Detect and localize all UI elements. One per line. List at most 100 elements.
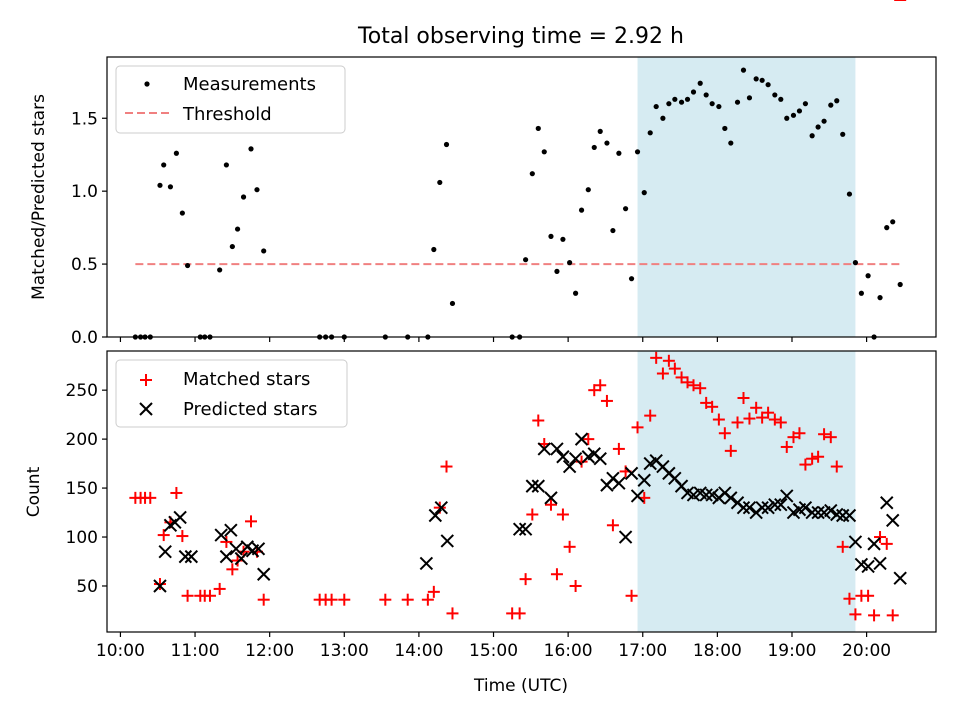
predicted-star-point: [593, 451, 607, 466]
measurement-point: [815, 124, 821, 130]
measurement-point: [173, 150, 179, 156]
measurement-point: [604, 140, 610, 146]
matched-star-point: [762, 406, 775, 419]
predicted-star-point: [158, 545, 172, 559]
predicted-star-point: [736, 500, 751, 515]
predicted-star-point: [229, 542, 243, 556]
measurement-point: [740, 67, 747, 73]
predicted-star-point: [419, 556, 434, 571]
measurement-point: [529, 171, 535, 177]
matched-star-point: [712, 413, 725, 426]
y-tick-label: 0.0: [71, 328, 98, 348]
measurement-point: [431, 246, 437, 253]
measurement-point: [161, 162, 167, 168]
predicted-star-point: [550, 442, 564, 456]
matched-star-point: [532, 414, 545, 427]
measurement-point: [809, 133, 815, 139]
predicted-star-point: [518, 522, 533, 536]
predicted-star-point: [537, 442, 551, 456]
bottom-matched-points: [129, 0, 907, 622]
measurement-point: [567, 260, 573, 266]
matched-star-point: [153, 578, 166, 591]
measurement-point: [790, 112, 797, 118]
predicted-star-point: [153, 579, 167, 593]
matched-star-point: [862, 589, 875, 602]
predicted-star-point: [224, 523, 238, 537]
figure-title: Total observing time = 2.92 h: [357, 24, 684, 49]
predicted-star-point: [755, 500, 769, 515]
measurement-point: [610, 227, 616, 234]
measurement-point: [541, 149, 547, 155]
predicted-star-point: [893, 571, 907, 585]
predicted-star-point: [525, 479, 540, 493]
matched-star-point: [226, 563, 239, 576]
measurement-point: [523, 257, 529, 263]
measurement-point: [728, 140, 734, 146]
predicted-star-point: [811, 505, 825, 520]
bottom-predicted-points: [153, 432, 907, 593]
y-tick-label: 200: [66, 430, 98, 450]
y-tick-label: 50: [76, 577, 98, 597]
predicted-star-point: [568, 451, 583, 466]
measurement-point: [443, 141, 450, 148]
bottom-legend: Matched stars Predicted stars: [115, 359, 348, 428]
measurement-point: [248, 146, 254, 152]
measurement-point: [653, 103, 659, 110]
measurement-point: [834, 98, 840, 104]
predicted-star-point: [848, 535, 863, 549]
top-legend: Measurements Threshold: [115, 65, 346, 134]
predicted-star-point: [742, 500, 757, 515]
measurement-point: [261, 248, 267, 254]
legend-marker-predicted-stars: [139, 402, 153, 416]
measurement-point: [784, 115, 790, 121]
measurement-point: [697, 80, 703, 86]
measurement-point: [684, 96, 691, 102]
measurement-point: [240, 194, 247, 200]
x-tick-label: 18:00: [693, 641, 742, 661]
predicted-star-point: [768, 498, 782, 512]
matched-star-point: [544, 498, 557, 511]
matched-star-point: [750, 401, 763, 414]
measurement-point: [890, 219, 896, 225]
matched-star-point: [594, 379, 607, 392]
measurement-point: [535, 125, 541, 132]
matched-star-point: [868, 609, 881, 622]
measurement-point: [634, 149, 641, 155]
predicted-star-point: [219, 549, 234, 564]
predicted-star-point: [184, 549, 199, 564]
x-tick-label: 15:00: [469, 641, 518, 661]
matched-star-point: [656, 367, 669, 380]
matched-star-point: [631, 421, 644, 434]
measurement-point: [616, 150, 622, 156]
predicted-star-point: [637, 473, 651, 487]
matched-star-point: [668, 362, 681, 375]
legend-marker-measurements: [144, 81, 150, 87]
predicted-star-point: [440, 534, 454, 548]
matched-star-point: [687, 379, 700, 392]
matched-star-point: [606, 519, 619, 532]
bottom-x-axis-label: Time (UTC): [473, 676, 568, 696]
predicted-star-point: [842, 508, 857, 523]
matched-star-point: [625, 589, 638, 602]
matched-star-point: [843, 592, 856, 605]
matched-star-point: [644, 409, 657, 422]
measurement-point: [746, 95, 753, 101]
matched-star-point: [600, 394, 613, 407]
predicted-star-point: [699, 488, 713, 502]
matched-star-point: [401, 593, 414, 606]
matched-star-point: [427, 585, 440, 598]
matched-star-point: [681, 376, 694, 389]
measurement-point: [560, 236, 566, 242]
measurement-point: [703, 92, 709, 98]
measurement-point: [672, 96, 678, 102]
predicted-star-point: [214, 528, 228, 542]
predicted-star-point: [173, 510, 187, 525]
measurement-point: [179, 210, 185, 216]
y-tick-label: 150: [66, 479, 98, 499]
measurement-point: [554, 268, 560, 274]
bottom-x-ticks: 10:00 11:00 12:00 13:00 14:00 15:00 16:00 17:00…: [96, 632, 891, 661]
matched-star-point: [774, 416, 787, 429]
measurement-point: [897, 281, 903, 288]
measurement-point: [753, 76, 759, 82]
